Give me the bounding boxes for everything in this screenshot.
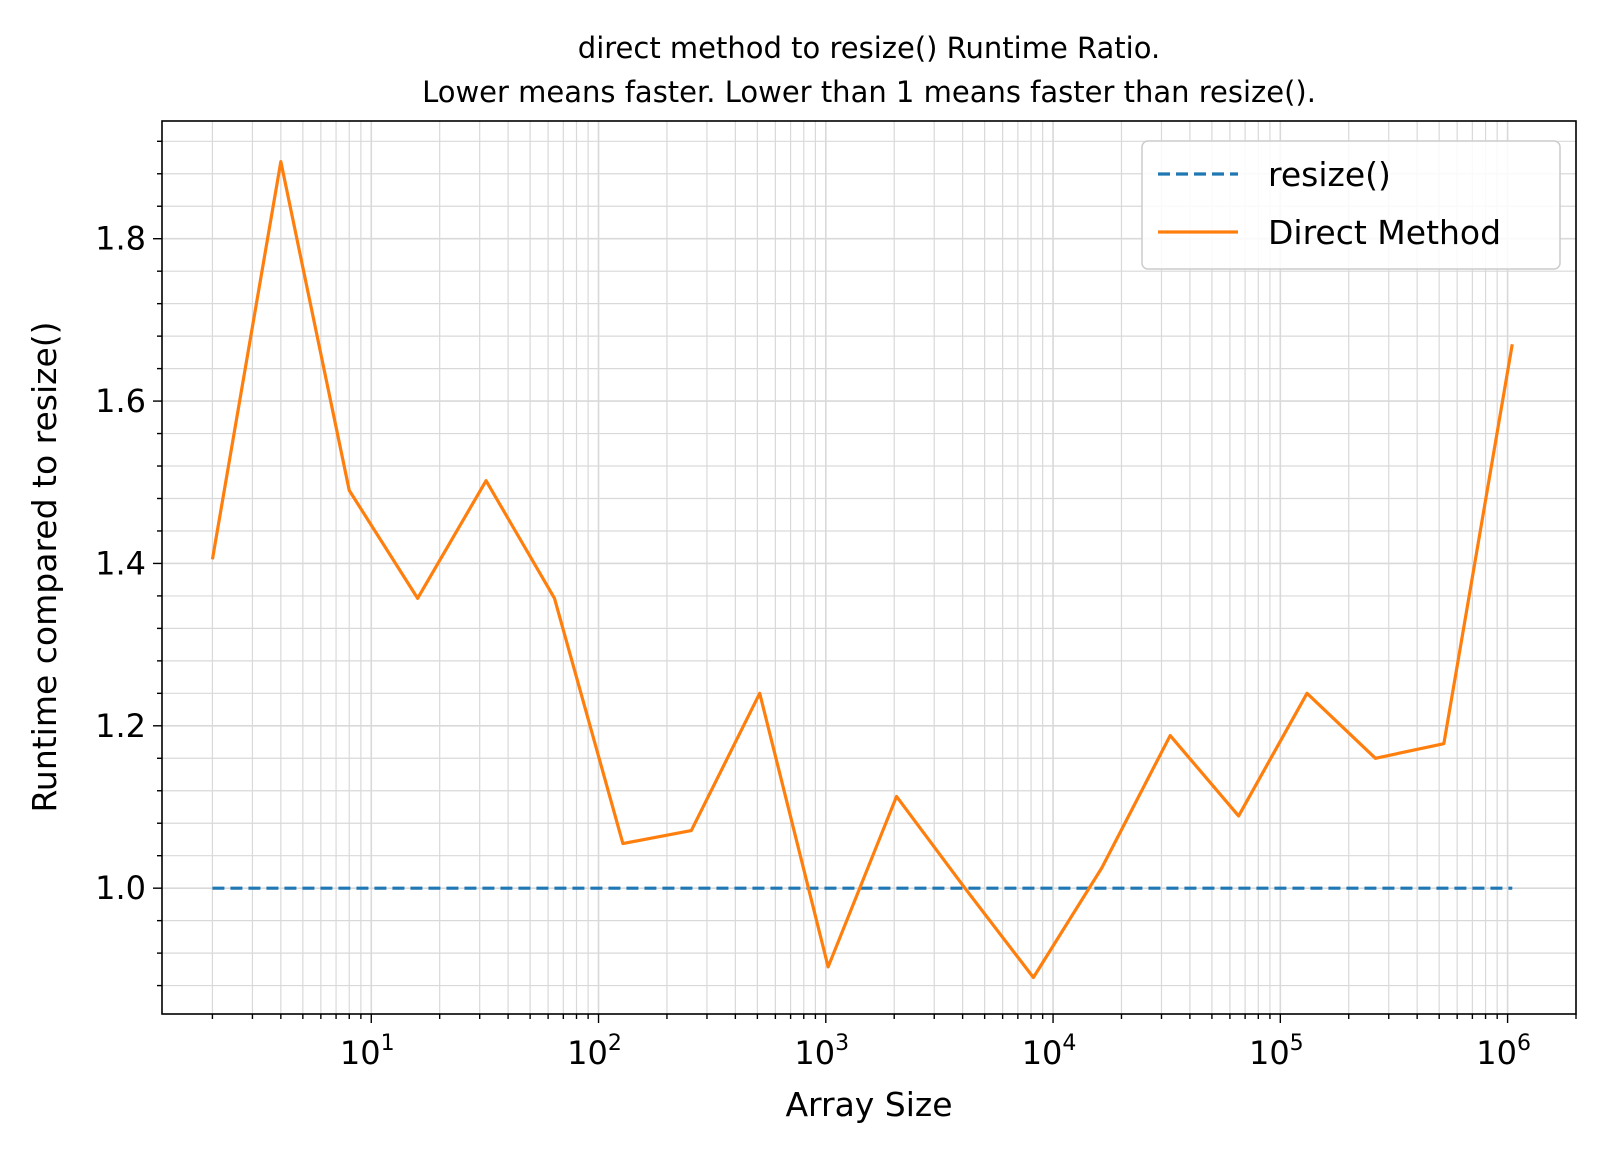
legend-label-resize: resize() xyxy=(1268,155,1391,194)
x-tick-label: 104 xyxy=(1022,1031,1077,1072)
x-tick-label: 106 xyxy=(1476,1031,1531,1072)
y-tick-label: 1.4 xyxy=(95,544,146,582)
y-tick-label: 1.8 xyxy=(95,220,146,258)
grid xyxy=(162,121,1577,1014)
x-tick-exponent: 1 xyxy=(381,1031,395,1056)
x-tick-exponent: 5 xyxy=(1290,1031,1304,1056)
chart-title-line2: Lower means faster. Lower than 1 means f… xyxy=(422,75,1316,109)
x-tick-label: 105 xyxy=(1249,1031,1304,1072)
y-tick-label: 1.0 xyxy=(95,869,146,907)
legend-label-direct-method: Direct Method xyxy=(1268,213,1501,252)
chart-title-line1: direct method to resize() Runtime Ratio. xyxy=(578,31,1160,65)
y-tick-label: 1.6 xyxy=(95,382,146,420)
y-tick-label: 1.2 xyxy=(95,707,146,745)
x-axis-label: Array Size xyxy=(785,1085,952,1124)
x-tick-exponent: 6 xyxy=(1517,1031,1531,1056)
plot-area xyxy=(210,159,1514,980)
x-tick-label: 101 xyxy=(340,1031,395,1072)
x-tick-exponent: 2 xyxy=(608,1031,622,1056)
axis-ticks: 1.0 1.2 1.4 1.6 1.8 101 102 103 104 105 106 xyxy=(95,140,1577,1072)
x-tick-label: 102 xyxy=(567,1031,622,1072)
legend-box xyxy=(1141,140,1561,270)
x-tick-label: 103 xyxy=(794,1031,849,1072)
legend: resize() Direct Method xyxy=(1141,140,1561,270)
x-tick-exponent: 4 xyxy=(1062,1031,1076,1056)
y-axis-label: Runtime compared to resize() xyxy=(25,321,64,812)
x-tick-exponent: 3 xyxy=(835,1031,849,1056)
series-line-direct-method xyxy=(210,159,1514,980)
axes-frame xyxy=(161,120,1577,1015)
